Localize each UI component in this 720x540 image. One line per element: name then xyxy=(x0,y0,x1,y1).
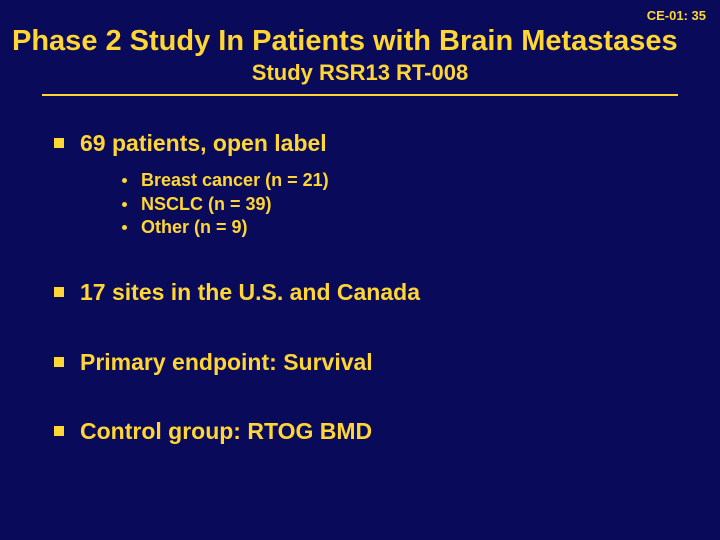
sub-bullet-list: Breast cancer (n = 21) NSCLC (n = 39) Ot… xyxy=(122,169,678,239)
sub-bullet-text: NSCLC (n = 39) xyxy=(141,193,272,216)
slide-presentation: CE-01: 35 Phase 2 Study In Patients with… xyxy=(0,0,720,540)
sub-bullet-item: Other (n = 9) xyxy=(122,216,678,239)
square-bullet-icon xyxy=(54,138,64,148)
bullet-item: Primary endpoint: Survival xyxy=(54,349,678,377)
bullet-item: 17 sites in the U.S. and Canada xyxy=(54,279,678,307)
square-bullet-icon xyxy=(54,426,64,436)
bullet-item: Control group: RTOG BMD xyxy=(54,418,678,446)
dot-bullet-icon xyxy=(122,178,127,183)
page-subtitle: Study RSR13 RT-008 xyxy=(12,60,708,86)
dot-bullet-icon xyxy=(122,225,127,230)
bullet-text: Primary endpoint: Survival xyxy=(80,349,373,377)
sub-bullet-text: Other (n = 9) xyxy=(141,216,248,239)
bullet-item: 69 patients, open label xyxy=(54,130,678,158)
bullet-text: 69 patients, open label xyxy=(80,130,327,158)
sub-bullet-item: Breast cancer (n = 21) xyxy=(122,169,678,192)
bullet-text: Control group: RTOG BMD xyxy=(80,418,372,446)
divider xyxy=(42,94,678,96)
slide-number: CE-01: 35 xyxy=(647,8,706,23)
sub-bullet-text: Breast cancer (n = 21) xyxy=(141,169,329,192)
sub-bullet-item: NSCLC (n = 39) xyxy=(122,193,678,216)
square-bullet-icon xyxy=(54,357,64,367)
content-body: 69 patients, open label Breast cancer (n… xyxy=(12,130,708,446)
square-bullet-icon xyxy=(54,287,64,297)
page-title: Phase 2 Study In Patients with Brain Met… xyxy=(12,26,708,58)
dot-bullet-icon xyxy=(122,202,127,207)
bullet-text: 17 sites in the U.S. and Canada xyxy=(80,279,420,307)
